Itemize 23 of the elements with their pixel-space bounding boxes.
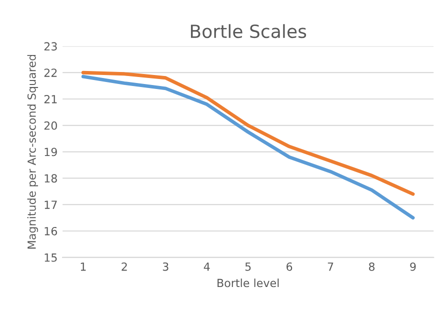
x-tick-label: 5	[245, 262, 251, 271]
y-tick-label: 19	[44, 148, 57, 156]
chart-title: Bortle Scales	[190, 24, 306, 38]
y-tick-label: 23	[44, 42, 57, 51]
x-axis-title: Bortle level	[218, 278, 279, 288]
x-tick-label: 4	[204, 262, 210, 271]
x-tick-label: 1	[80, 262, 86, 271]
x-tick-label: 2	[122, 262, 127, 271]
y-tick-label: 21	[44, 94, 57, 104]
y-tick-label: 15	[44, 254, 57, 262]
x-tick-label: 9	[410, 262, 416, 271]
x-tick-label: 3	[162, 262, 168, 271]
x-tick-label: 8	[368, 262, 375, 271]
y-tick-label: 16	[44, 226, 58, 236]
y-tick-label: 17	[44, 200, 57, 209]
y-tick-label: 22	[44, 68, 57, 77]
x-tick-label: 7	[328, 262, 334, 271]
y-axis-title: Magnitude per Arc-second Squared	[27, 54, 38, 249]
x-tick-label: 6	[286, 262, 292, 271]
line-series	[81, 74, 415, 220]
line-series	[81, 70, 415, 196]
y-tick-label: 20	[44, 121, 57, 130]
y-tick-label: 18	[44, 174, 57, 183]
